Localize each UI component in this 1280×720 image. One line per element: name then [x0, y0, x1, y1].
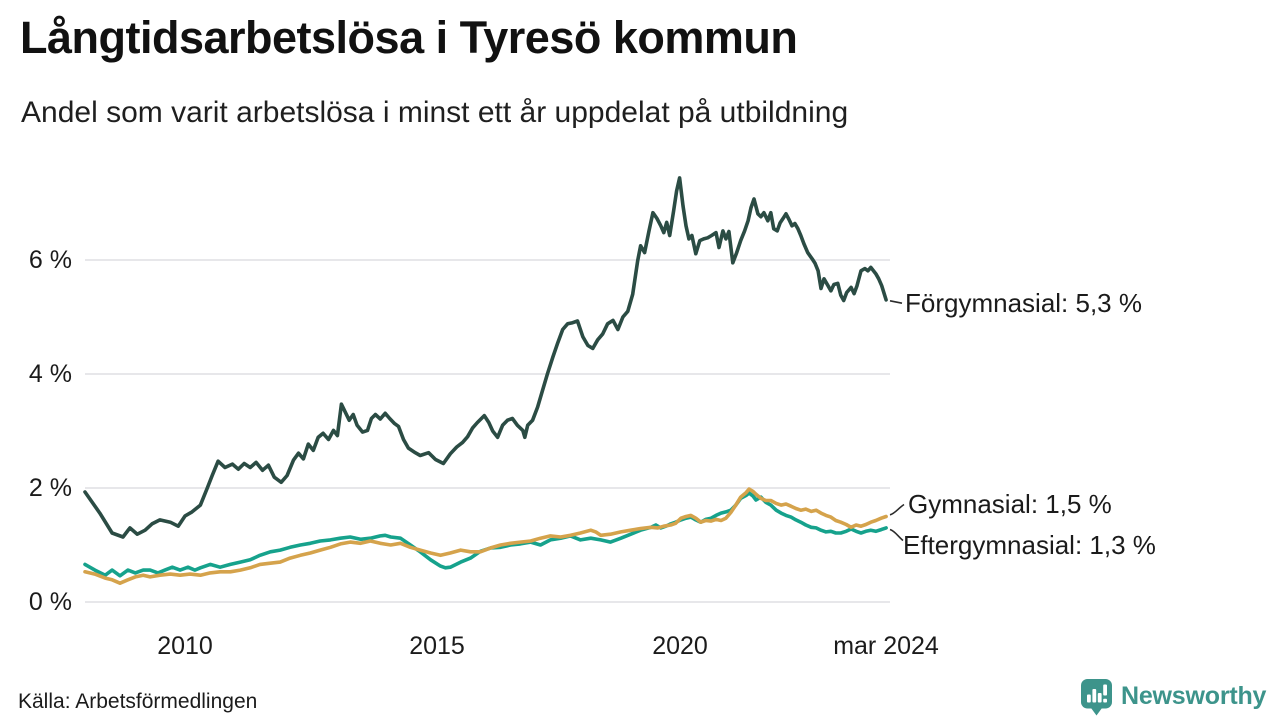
brand-wordmark: Newsworthy	[1121, 682, 1267, 710]
series-end-label-eftergymnasial: Eftergymnasial: 1,3 %	[903, 530, 1156, 560]
gymnasial-line	[83, 487, 888, 586]
y-axis-tick-6: 6 %	[28, 246, 72, 274]
y-axis-tick-4: 4 %	[28, 360, 72, 388]
newsworthy-branding: Newsworthy	[1080, 678, 1270, 718]
page-subtitle: Andel som varit arbetslösa i minst ett å…	[21, 96, 849, 129]
connector-eftergymnasial	[889, 528, 904, 542]
series-end-label-forgymnasial: Förgymnasial: 5,3 %	[905, 288, 1142, 318]
page-title: Långtidsarbetslösa i Tyresö kommun	[20, 12, 798, 63]
y-axis-tick-2: 2 %	[28, 474, 72, 502]
connector-gymnasial	[889, 503, 905, 516]
source-note: Källa: Arbetsförmedlingen	[18, 690, 258, 713]
x-axis-tick-2015: 2015	[409, 632, 465, 660]
x-axis-tick-2020: 2020	[652, 632, 708, 660]
x-axis-tick-mar-2024: mar 2024	[833, 632, 939, 660]
bar-chart-pin-icon	[1081, 679, 1112, 716]
x-axis-tick-2010: 2010	[157, 632, 213, 660]
y-axis-tick-0: 0 %	[28, 588, 72, 616]
eftergymnasial-line	[83, 491, 888, 578]
connector-forgymnasial	[889, 300, 903, 304]
förgymnasial-line	[83, 176, 888, 539]
series-end-label-gymnasial: Gymnasial: 1,5 %	[908, 489, 1112, 519]
